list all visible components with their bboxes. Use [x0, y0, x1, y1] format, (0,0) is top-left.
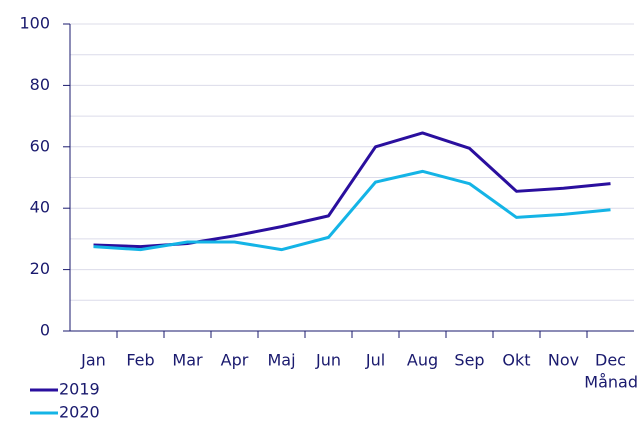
legend-label: 2020 [59, 403, 100, 422]
x-axis-label: Månad [584, 373, 638, 392]
x-tick-label: Okt [502, 351, 530, 370]
x-tick-label: Feb [126, 351, 154, 370]
y-tick-label: 20 [30, 259, 50, 278]
x-tick-label: Nov [548, 351, 579, 370]
y-tick-label: 0 [40, 321, 50, 340]
y-tick-label: 100 [19, 14, 50, 33]
x-tick-label: Dec [595, 351, 626, 370]
y-tick-label: 80 [30, 75, 50, 94]
x-tick-label: Apr [221, 351, 249, 370]
line-series [93, 131, 611, 249]
x-tick-label: Mar [172, 351, 203, 370]
y-tick-label: 40 [30, 198, 50, 217]
legend-label: 2019 [59, 380, 100, 399]
x-tick-label: Aug [407, 351, 438, 370]
x-tick-label: Jun [315, 351, 341, 370]
line-series [93, 169, 611, 252]
y-tick-label: 60 [30, 136, 50, 155]
x-tick-label: Jul [365, 351, 385, 370]
x-tick-label: Jan [80, 351, 106, 370]
x-tick-label: Maj [267, 351, 295, 370]
x-tick-label: Sep [454, 351, 484, 370]
